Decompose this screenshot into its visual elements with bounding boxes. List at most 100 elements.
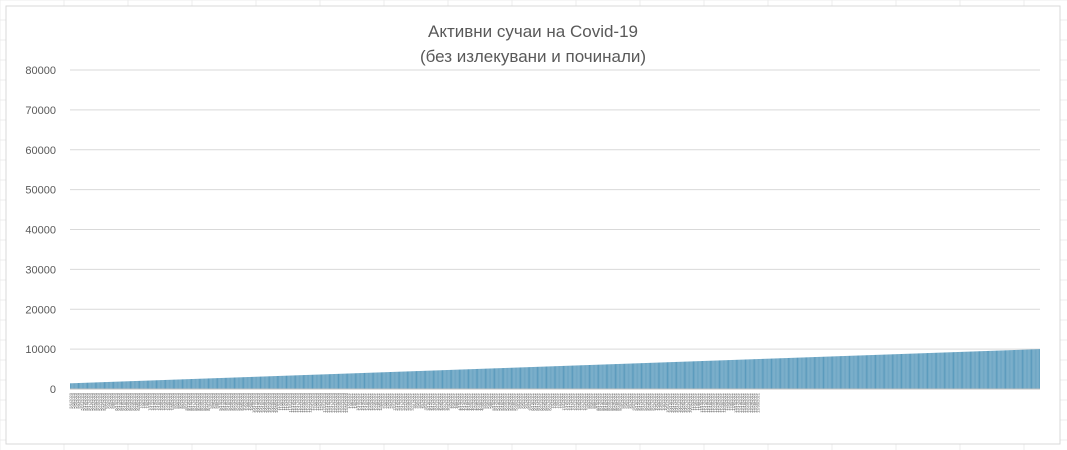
y-tick-label: 50000 [25,185,56,197]
bar [312,374,313,389]
x-tick-label: 6/27/2021 [545,392,550,411]
x-tick-label: 11/14/2021 [703,392,708,412]
bar [1020,349,1022,389]
bar [284,375,286,389]
x-tick-label: 9/26/2020 [235,392,240,411]
bar [391,371,393,389]
bar [296,375,298,389]
x-tick-label: 9/13/2021 [633,392,638,411]
x-tick-label: 10/26/2020 [269,392,274,413]
bar [939,352,941,389]
bar [616,364,618,389]
bar [309,374,311,389]
bar [669,362,671,389]
bar [350,373,352,389]
bar [790,357,792,389]
bar [319,374,321,389]
x-tick-label: 11/25/2020 [303,392,308,412]
bar [859,355,861,389]
bar [233,377,235,389]
bar [436,370,438,389]
bar [757,359,759,389]
bar [1003,350,1005,389]
bar [325,374,327,389]
bar [812,357,814,389]
bar [452,369,454,389]
bar [953,352,955,389]
bar [739,359,741,389]
bar [382,372,384,389]
bar [80,382,82,389]
bar [404,371,406,389]
bar [408,371,410,389]
x-tick-label: 5/10/2021 [491,392,496,411]
x-tick-label: 8/9/2020 [181,392,186,408]
bar [772,358,774,389]
bar [565,365,567,389]
x-tick-label: 5/29/2020 [100,392,105,411]
bar [878,354,880,389]
x-tick-label: 7/4/2020 [140,392,145,408]
bar [84,382,86,389]
bar [443,370,445,389]
x-tick-label: 5/26/2021 [509,392,514,411]
bar [698,361,700,389]
x-tick-label: 6/26/2020 [131,392,136,411]
bar [162,380,164,389]
bar [509,367,511,389]
bar [655,362,657,389]
x-tick-label: 7/1/2021 [550,392,555,408]
bar [957,352,959,389]
bar [405,371,407,389]
bar [492,368,494,389]
bar [274,376,276,389]
bar [627,363,629,389]
x-tick-label: 10/1/2021 [654,392,659,411]
x-tick-label: 8/25/2020 [199,392,204,411]
bar [802,357,804,389]
bar [793,357,795,389]
y-tick-label: 20000 [25,304,56,316]
bar [966,351,968,389]
x-tick-label: 11/2/2021 [690,392,695,410]
bar [968,351,970,389]
bar [301,375,303,389]
x-tick-label: 8/29/2020 [204,392,209,411]
bar [232,377,234,389]
bar [137,380,139,389]
bar [517,367,519,389]
bar [448,369,450,389]
bar [248,377,250,389]
bar [999,350,1001,389]
bar [982,351,984,389]
bar [280,375,282,389]
x-tick-label: 11/30/2021 [722,392,727,412]
y-tick-label: 10000 [25,344,56,356]
x-tick-label: 9/29/2021 [651,392,656,411]
bar [440,370,442,389]
bar [919,353,921,389]
bar [904,353,906,389]
bar [979,351,981,389]
bar [592,364,594,389]
x-tick-label: 4/18/2021 [466,392,471,411]
bar [411,371,413,389]
bar [111,381,113,389]
bar [154,380,156,389]
bar [146,380,148,389]
bar [495,368,497,389]
bar [556,366,558,389]
x-tick-label: 6/18/2020 [122,392,127,411]
bar [247,377,249,389]
x-tick-label: 9/21/2021 [642,392,647,411]
bar [777,358,779,389]
bar [665,362,667,389]
bar [587,365,589,389]
bar [964,351,966,389]
bar [471,369,473,389]
bar [980,351,982,389]
bar [640,363,642,389]
x-tick-label: 5/20/2021 [502,392,507,411]
x-tick-label: 8/4/2021 [588,392,593,408]
